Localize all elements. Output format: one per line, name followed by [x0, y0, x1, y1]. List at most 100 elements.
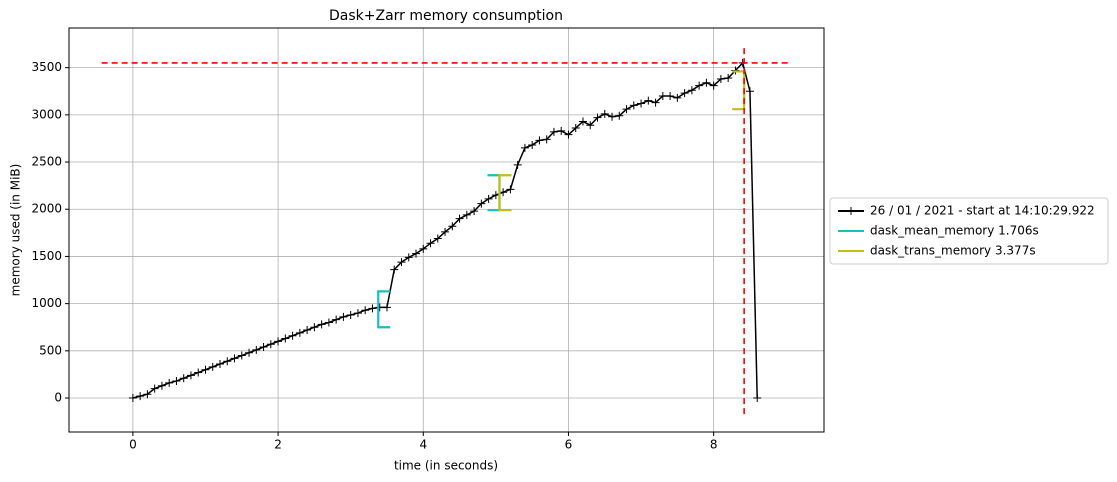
point-marker [186, 371, 195, 380]
point-marker [644, 96, 653, 105]
y-tick-label: 3000 [31, 107, 62, 121]
y-tick-label: 500 [39, 343, 62, 357]
point-marker [426, 239, 435, 248]
point-marker [608, 112, 617, 121]
point-marker [339, 312, 348, 321]
y-tick-label: 2000 [31, 202, 62, 216]
point-marker [281, 334, 290, 343]
point-marker [462, 210, 471, 219]
point-marker [245, 348, 254, 357]
point-marker [477, 199, 486, 208]
y-tick-label: 1000 [31, 296, 62, 310]
point-marker [622, 105, 631, 114]
point-marker [455, 214, 464, 223]
point-marker [208, 362, 217, 371]
point-marker [709, 81, 718, 90]
plot-frame [68, 27, 825, 433]
point-marker [216, 360, 224, 369]
x-tick-label: 0 [129, 438, 137, 452]
point-marker [172, 377, 181, 386]
point-marker [578, 117, 587, 126]
point-marker [557, 126, 566, 135]
point-marker [310, 323, 319, 332]
legend-label: 26 / 01 / 2021 - start at 14:10:29.922 [870, 204, 1095, 218]
point-marker [745, 87, 754, 96]
y-tick-label: 3500 [31, 60, 62, 74]
point-marker [223, 357, 232, 366]
point-marker [571, 124, 580, 133]
point-marker [179, 374, 188, 383]
point-marker [412, 249, 421, 258]
point-marker [368, 304, 377, 313]
point-marker [157, 381, 166, 390]
point-marker [252, 345, 261, 354]
point-marker [150, 384, 159, 393]
point-marker [470, 207, 479, 216]
point-marker [549, 127, 558, 136]
point-marker [237, 351, 246, 360]
x-axis-label: time (in seconds) [394, 459, 498, 473]
point-marker [687, 86, 696, 95]
point-marker [288, 331, 297, 340]
point-marker [194, 368, 203, 377]
point-marker [513, 160, 522, 169]
point-marker [629, 101, 638, 110]
point-marker [528, 141, 537, 150]
x-tick-label: 4 [419, 438, 427, 452]
point-marker [259, 343, 268, 352]
point-marker [143, 390, 152, 399]
point-marker [375, 303, 384, 312]
point-marker [128, 394, 137, 403]
point-marker [702, 78, 711, 87]
point-marker [136, 392, 145, 401]
y-tick-label: 0 [54, 391, 62, 405]
point-marker [346, 310, 355, 319]
point-marker [695, 81, 704, 90]
bracket-start [377, 290, 391, 329]
legend-box [829, 197, 1109, 265]
point-marker [419, 244, 428, 253]
point-marker [753, 394, 762, 403]
point-marker [317, 320, 326, 329]
bracket-end [487, 174, 501, 212]
point-marker [658, 91, 667, 100]
point-marker [230, 354, 239, 363]
point-marker [274, 337, 283, 346]
bracket-start [498, 174, 512, 212]
x-tick-label: 2 [274, 438, 282, 452]
point-marker [165, 378, 174, 387]
point-marker [332, 315, 341, 324]
point-marker [586, 121, 595, 130]
point-marker [535, 136, 544, 145]
point-marker [324, 318, 333, 327]
bracket-end [732, 70, 746, 111]
point-marker [542, 135, 551, 144]
point-marker [506, 185, 515, 194]
point-marker [651, 98, 660, 107]
point-marker [441, 227, 450, 236]
y-tick-label: 1500 [31, 249, 62, 263]
point-marker [637, 99, 646, 108]
point-marker [266, 340, 275, 349]
point-marker [353, 309, 362, 318]
point-marker [484, 194, 493, 203]
point-marker [404, 253, 413, 262]
y-tick-label: 2500 [31, 155, 62, 169]
point-marker [564, 130, 573, 139]
point-marker [666, 91, 675, 100]
point-marker [724, 74, 733, 83]
point-marker [382, 303, 391, 312]
x-tick-label: 8 [710, 438, 718, 452]
point-marker [520, 143, 529, 152]
point-marker [303, 326, 312, 335]
point-marker [295, 328, 304, 337]
legend: 26 / 01 / 2021 - start at 14:10:29.922 da… [829, 197, 1109, 265]
point-marker [673, 93, 682, 102]
legend-label: dask_mean_memory 1.706s [870, 224, 1039, 238]
point-marker [397, 258, 406, 267]
y-axis-label: memory used (in MiB) [9, 164, 23, 297]
legend-label: dask_trans_memory 3.377s [870, 244, 1036, 258]
point-marker [716, 74, 725, 83]
point-marker [201, 365, 210, 374]
